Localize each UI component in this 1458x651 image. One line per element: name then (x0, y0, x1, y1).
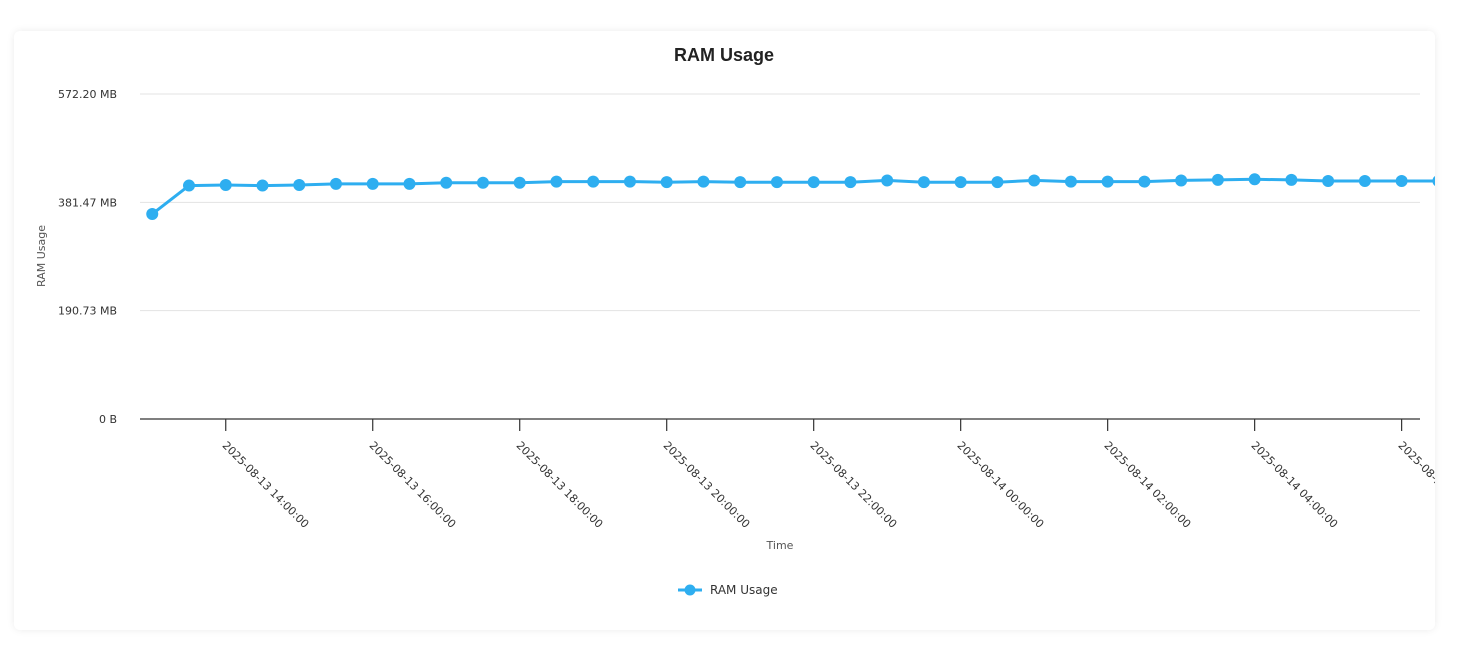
data-point[interactable] (954, 176, 967, 189)
data-point[interactable] (587, 175, 600, 188)
data-point[interactable] (917, 176, 930, 189)
x-tick-label: 2025-08-13 20:00:00 (661, 439, 753, 531)
data-point[interactable] (146, 207, 159, 220)
y-tick-label: 190.73 MB (58, 305, 117, 318)
x-tick-label: 2025-08-13 16:00:00 (367, 439, 459, 531)
data-point[interactable] (366, 177, 379, 190)
data-point[interactable] (1322, 175, 1335, 188)
legend-label: RAM Usage (710, 583, 778, 597)
x-axis-ticks: 2025-08-13 14:00:00 2025-08-13 16:00:00 20… (220, 419, 1435, 531)
data-point[interactable] (1248, 173, 1261, 186)
data-point[interactable] (1138, 175, 1151, 188)
data-point[interactable] (1101, 175, 1114, 188)
data-point[interactable] (403, 177, 416, 190)
y-tick-label: 572.20 MB (58, 88, 117, 101)
data-point[interactable] (329, 177, 342, 190)
data-point[interactable] (660, 176, 673, 189)
x-tick-label: 2025-08-13 14:00:00 (220, 439, 312, 531)
data-point[interactable] (293, 178, 306, 191)
x-tick-label: 2025-08-13 22:00:00 (808, 439, 900, 531)
x-tick-label: 2025-08-14 04:00:00 (1249, 439, 1341, 531)
data-point[interactable] (513, 176, 526, 189)
data-point[interactable] (1358, 175, 1371, 188)
data-point[interactable] (1395, 175, 1408, 188)
chart-title: RAM Usage (674, 45, 774, 65)
data-point[interactable] (770, 176, 783, 189)
y-tick-label: 0 B (99, 413, 117, 426)
data-point[interactable] (476, 176, 489, 189)
x-tick-label: 2025-08-14 00:00:00 (955, 439, 1047, 531)
y-tick-label: 381.47 MB (58, 196, 117, 209)
data-point[interactable] (1285, 173, 1298, 186)
data-point[interactable] (807, 176, 820, 189)
data-point[interactable] (991, 176, 1004, 189)
series-ram-usage (146, 173, 1435, 220)
data-point[interactable] (844, 176, 857, 189)
data-point[interactable] (550, 175, 563, 188)
data-point[interactable] (881, 174, 894, 187)
y-axis-ticks: 0 B 190.73 MB 381.47 MB 572.20 MB (58, 88, 117, 426)
data-point[interactable] (1211, 173, 1224, 186)
data-point[interactable] (734, 176, 747, 189)
series-line (151, 177, 1435, 216)
data-point[interactable] (219, 178, 232, 191)
data-point[interactable] (1028, 174, 1041, 187)
data-point[interactable] (440, 176, 453, 189)
data-point[interactable] (1064, 175, 1077, 188)
data-point[interactable] (1175, 174, 1188, 187)
x-tick-label: 2025-08-13 18:00:00 (514, 439, 606, 531)
data-point[interactable] (623, 175, 636, 188)
x-tick-label: 2025-08-14 02:00:00 (1102, 439, 1194, 531)
data-point[interactable] (256, 179, 269, 192)
legend-marker-icon (684, 584, 696, 596)
data-point[interactable] (697, 175, 710, 188)
ram-usage-chart: RAM Usage 0 B 190.73 MB 381.47 MB 572.20 MB… (35, 45, 1435, 597)
data-point[interactable] (1432, 175, 1435, 187)
grid-lines (140, 93, 1420, 312)
y-axis-title: RAM Usage (35, 225, 48, 287)
x-axis-title: Time (766, 539, 794, 552)
x-tick-label: 2025-08-14 06:00:00 (1396, 439, 1435, 531)
data-point[interactable] (182, 179, 195, 192)
legend[interactable]: RAM Usage (678, 583, 778, 597)
chart-card: RAM Usage 0 B 190.73 MB 381.47 MB 572.20 MB… (14, 31, 1435, 630)
